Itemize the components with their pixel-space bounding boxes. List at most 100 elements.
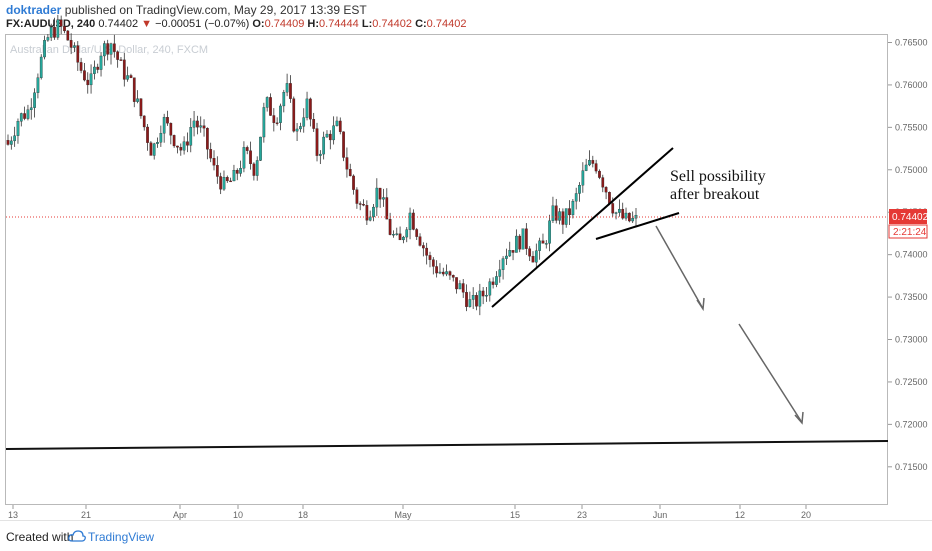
arrow-line-2[interactable] bbox=[738, 323, 802, 422]
y-tick-label: 0.76000 bbox=[895, 80, 928, 90]
author-link[interactable]: doktrader bbox=[6, 3, 62, 17]
price-badge: 0.74402 2:21:24 bbox=[888, 209, 929, 239]
candle-body bbox=[136, 98, 139, 102]
candle-body bbox=[518, 235, 522, 250]
candle-body bbox=[225, 177, 229, 182]
y-tick-label: 0.72000 bbox=[895, 419, 928, 429]
candle-body bbox=[36, 77, 40, 93]
created-with-text: Created with bbox=[6, 530, 74, 544]
candle-body bbox=[156, 142, 159, 144]
candle-body bbox=[445, 271, 448, 275]
candle-body bbox=[488, 281, 492, 296]
candle-body bbox=[624, 212, 628, 219]
rising-trendline[interactable] bbox=[491, 147, 674, 308]
x-tick-label: 23 bbox=[577, 510, 587, 520]
candle-body bbox=[43, 40, 46, 58]
candle-body bbox=[348, 169, 352, 177]
candle-body bbox=[412, 212, 415, 230]
price-chart[interactable]: 0.765000.760000.755000.750000.745000.740… bbox=[0, 0, 932, 520]
candle-body bbox=[511, 250, 515, 253]
candle-body bbox=[322, 136, 326, 155]
candle-body bbox=[29, 107, 33, 110]
candle-body bbox=[215, 165, 219, 177]
candle-body bbox=[272, 115, 276, 123]
candle-body bbox=[352, 175, 355, 190]
candle-body bbox=[614, 212, 618, 214]
candle-body bbox=[132, 77, 136, 102]
candle-body bbox=[418, 236, 422, 246]
candle-body bbox=[431, 259, 435, 267]
y-tick-label: 0.76500 bbox=[895, 37, 928, 47]
candle-body bbox=[119, 59, 123, 61]
candle-body bbox=[328, 133, 332, 141]
candle-body bbox=[541, 240, 545, 244]
candle-body bbox=[528, 248, 532, 257]
candle-body bbox=[342, 131, 345, 158]
candle-body bbox=[79, 62, 83, 71]
countdown-timer: 2:21:24 bbox=[893, 227, 927, 238]
candle-body bbox=[498, 269, 502, 277]
candle-body bbox=[305, 98, 309, 118]
candle-body bbox=[368, 216, 372, 221]
candle-body bbox=[229, 180, 232, 183]
candle-body bbox=[538, 240, 541, 251]
candle-body bbox=[481, 290, 485, 297]
arrow-head-2 bbox=[794, 411, 804, 425]
candle-body bbox=[475, 295, 478, 307]
candle-body bbox=[425, 247, 429, 256]
candle-body bbox=[19, 113, 23, 122]
candle-body bbox=[109, 43, 113, 55]
symbol-watermark: Australian Dollar/U.S. Dollar, 240, FXCM bbox=[10, 44, 209, 56]
tradingview-cloud-icon bbox=[68, 530, 86, 542]
publish-info: doktrader published on TradingView.com, … bbox=[6, 3, 367, 17]
y-tick-label: 0.73000 bbox=[895, 335, 928, 345]
candle-body bbox=[186, 141, 189, 146]
candle-body bbox=[169, 123, 173, 136]
low-value: 0.74402 bbox=[372, 18, 412, 30]
candle-body bbox=[358, 203, 362, 205]
candle-body bbox=[515, 235, 518, 253]
candle-body bbox=[588, 160, 591, 166]
lower-wedge-line[interactable] bbox=[595, 212, 680, 240]
candle-body bbox=[176, 145, 179, 148]
candle-body bbox=[6, 140, 10, 145]
down-triangle-icon: ▼ bbox=[141, 18, 153, 30]
candle-body bbox=[478, 290, 482, 307]
candle-body bbox=[172, 135, 176, 147]
close-label: C: bbox=[415, 18, 427, 30]
candle-body bbox=[524, 228, 528, 249]
arrow-line-1[interactable] bbox=[655, 225, 703, 308]
candle-body bbox=[285, 83, 289, 93]
candle-body bbox=[292, 98, 296, 132]
candle-body bbox=[46, 37, 50, 41]
symbol-label[interactable]: FX:AUDUSD, 240 bbox=[6, 18, 96, 30]
y-tick-label: 0.72500 bbox=[895, 377, 928, 387]
candle-body bbox=[202, 125, 206, 129]
candle-body bbox=[335, 120, 339, 126]
candle-body bbox=[56, 19, 60, 38]
support-line[interactable] bbox=[5, 440, 889, 450]
candle-body bbox=[581, 170, 585, 186]
candle-body bbox=[73, 45, 76, 48]
candle-body bbox=[89, 73, 93, 86]
candle-body bbox=[375, 187, 379, 208]
ohlc-legend: FX:AUDUSD, 240 0.74402 ▼ −0.00051 (−0.07… bbox=[6, 18, 466, 30]
candle-body bbox=[13, 135, 16, 142]
candle-body bbox=[69, 40, 73, 48]
candle-body bbox=[166, 117, 169, 124]
chart-pane[interactable] bbox=[5, 34, 888, 505]
candle-body bbox=[362, 204, 365, 206]
price-badge-value: 0.74402 bbox=[892, 212, 929, 223]
candle-body bbox=[408, 212, 412, 230]
candle-body bbox=[252, 163, 256, 176]
tradingview-brand-link[interactable]: TradingView bbox=[88, 530, 155, 544]
candle-body bbox=[521, 228, 525, 250]
candle-body bbox=[302, 117, 306, 127]
candle-body bbox=[365, 205, 369, 221]
candle-body bbox=[122, 59, 126, 80]
candle-body bbox=[129, 75, 133, 78]
x-tick-label: 21 bbox=[81, 510, 91, 520]
candle-body bbox=[49, 27, 53, 38]
candle-body bbox=[385, 197, 389, 220]
candle-body bbox=[9, 140, 13, 145]
